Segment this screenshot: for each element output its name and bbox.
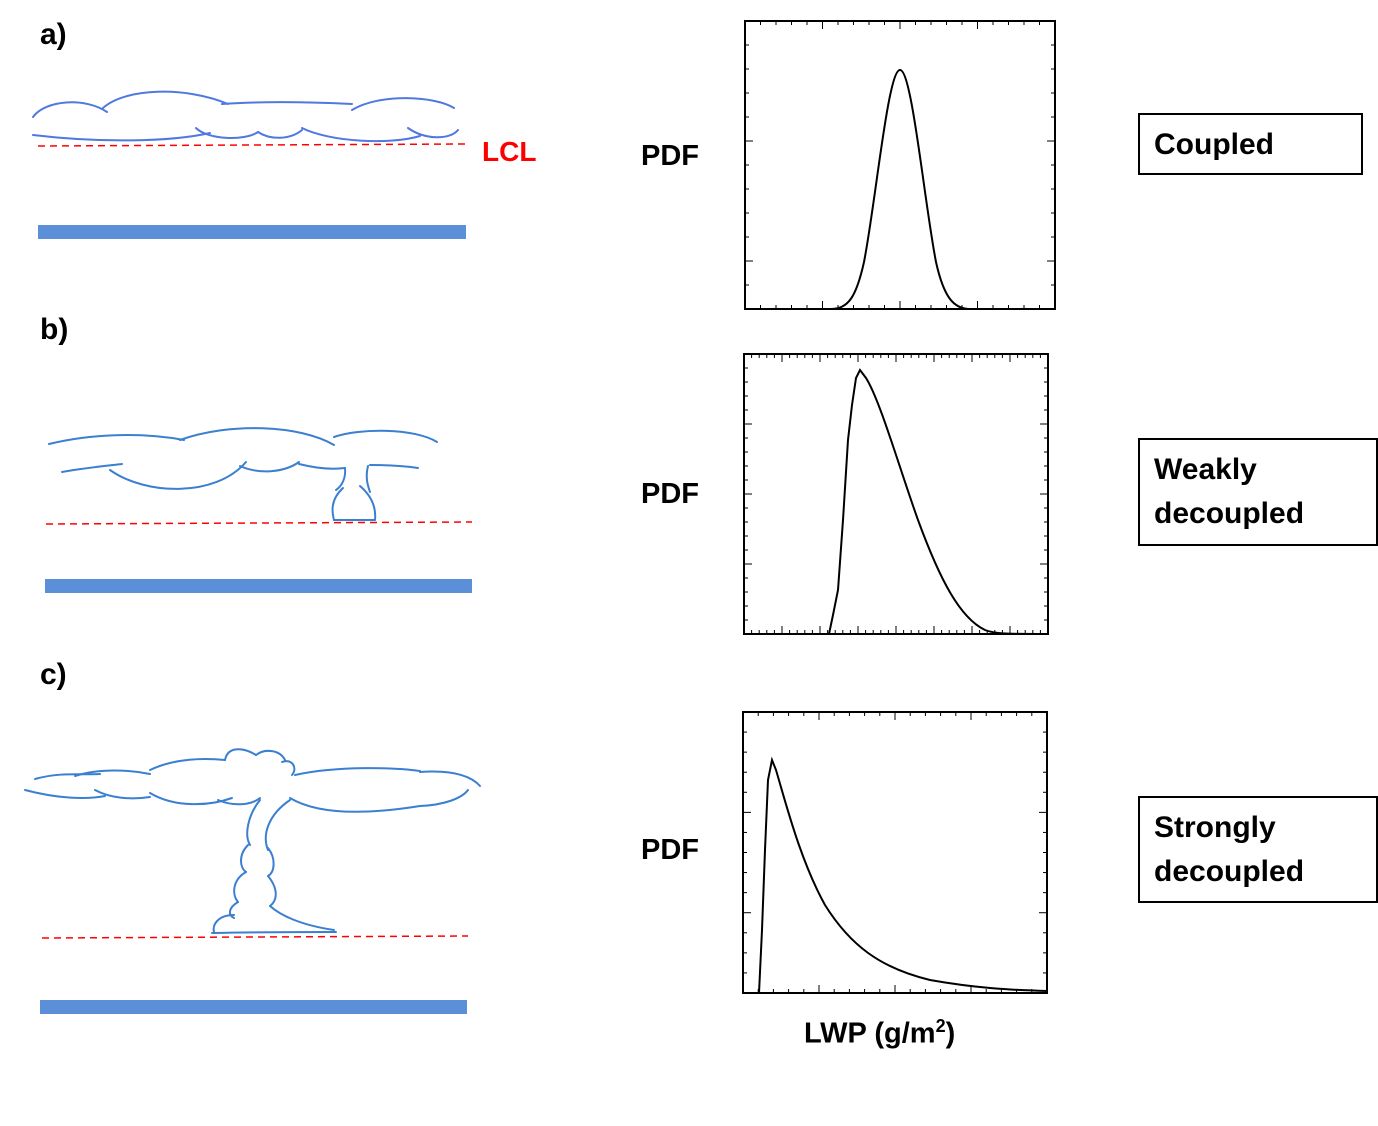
xaxis-label-superscript: 2: [935, 1016, 946, 1036]
pdf-label-b: PDF: [641, 478, 699, 510]
regime-box-strongly-decoupled: Strongly decoupled: [1138, 796, 1378, 903]
regime-text-strongly-line2: decoupled: [1154, 855, 1305, 888]
panel-label-c: c): [40, 658, 67, 691]
pdf-plot-b: [743, 353, 1049, 635]
plot-ticks-b: [744, 354, 1048, 634]
regime-text-weakly-line2: decoupled: [1154, 497, 1305, 530]
surface-b: [45, 579, 472, 593]
panel-label-b: b): [40, 313, 69, 346]
surface-c: [40, 1000, 467, 1014]
regime-box-weakly-decoupled: Weakly decoupled: [1138, 438, 1378, 546]
pdf-plot-c: [742, 711, 1048, 994]
xaxis-label: LWP (g/m2): [804, 1016, 955, 1051]
plot-ticks-c: [743, 712, 1047, 993]
plot-frame-a: [744, 20, 1056, 310]
surface-a: [38, 225, 466, 239]
pdf-plot-a: [744, 20, 1056, 310]
cloud-c-drawing: [24, 748, 481, 934]
panel-label-a: a): [40, 18, 67, 51]
plot-frame-c: [742, 711, 1048, 994]
pdf-label-c: PDF: [641, 834, 699, 866]
regime-text-coupled: Coupled: [1154, 128, 1274, 161]
pdf-curve-strongly-decoupled: [758, 756, 1048, 994]
regime-text-weakly-line1: Weakly: [1154, 453, 1257, 486]
regime-text-strongly-line1: Strongly: [1154, 811, 1276, 844]
xaxis-label-text: LWP (g/m: [804, 1017, 936, 1050]
cloud-b-drawing: [48, 427, 438, 521]
pdf-curve-coupled: [745, 68, 1055, 310]
cloud-a-drawing: [32, 90, 459, 143]
pdf-curve-weakly-decoupled: [744, 368, 1049, 635]
plot-ticks-a: [745, 21, 1055, 309]
xaxis-label-suffix: ): [945, 1017, 956, 1050]
lcl-label: LCL: [482, 136, 537, 167]
regime-box-coupled: Coupled: [1138, 113, 1363, 175]
plot-frame-b: [743, 353, 1049, 635]
pdf-label-a: PDF: [641, 140, 699, 172]
